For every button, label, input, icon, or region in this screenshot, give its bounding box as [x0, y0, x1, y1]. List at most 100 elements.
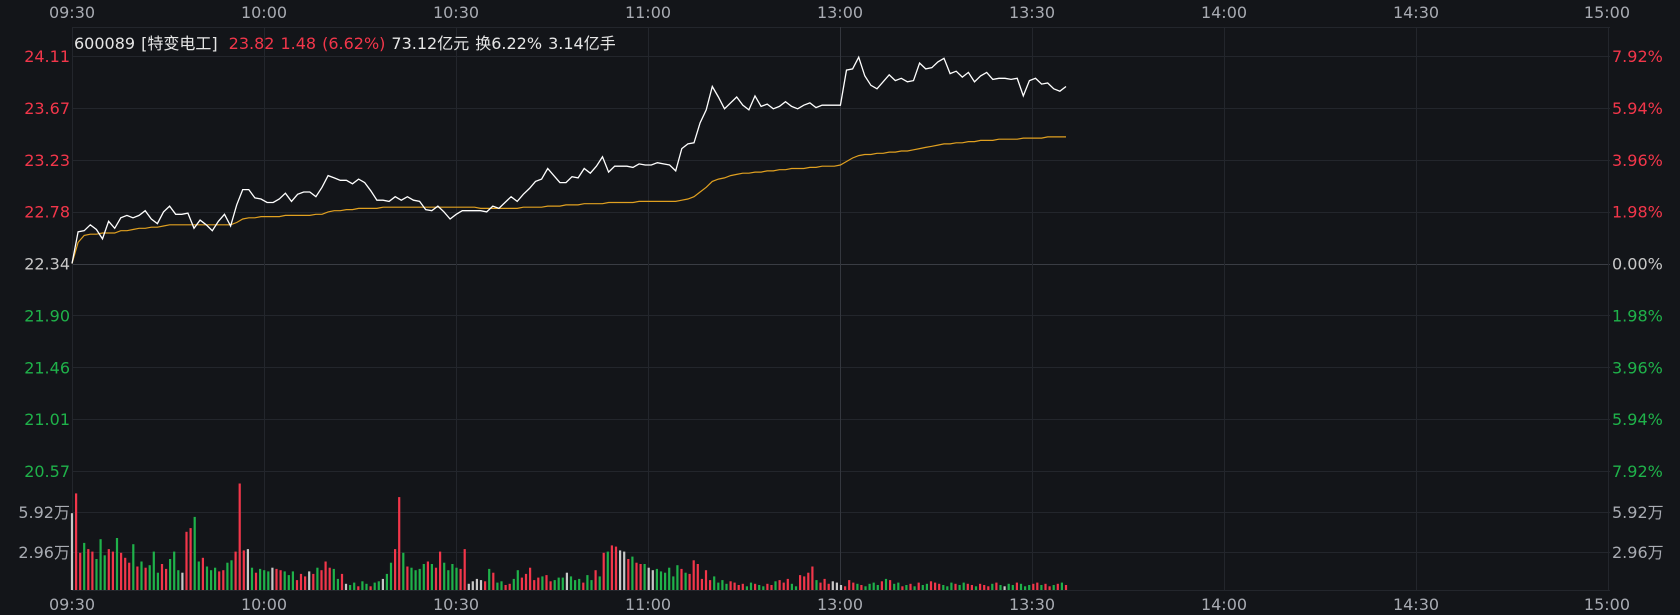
- volume-bar: [688, 573, 691, 590]
- volume-bar: [455, 567, 458, 590]
- average-price-line: [71, 136, 1066, 264]
- volume-bar: [639, 564, 642, 590]
- volume-bar: [508, 583, 511, 590]
- volume-bar: [819, 582, 822, 590]
- time-label: 09:30: [49, 3, 95, 22]
- volume-bar: [459, 568, 462, 590]
- volume-bar: [422, 564, 425, 590]
- volume-bar: [434, 567, 438, 590]
- volume-bar: [320, 570, 323, 590]
- volume-bar: [754, 583, 757, 590]
- volume-bar: [332, 568, 335, 590]
- volume-bar: [852, 582, 855, 590]
- volume-bar: [909, 583, 912, 590]
- volume-bar: [479, 580, 483, 590]
- volume-bar: [565, 572, 568, 590]
- volume-bar: [516, 570, 519, 590]
- volume-bar: [1015, 582, 1018, 590]
- volume-bar: [1019, 583, 1023, 590]
- volume-bar: [426, 561, 429, 590]
- volume-bar: [238, 483, 241, 590]
- volume-bar: [872, 582, 875, 590]
- volume-bar: [1040, 585, 1043, 590]
- volume-bar: [79, 552, 82, 590]
- time-label: 09:30: [49, 595, 95, 614]
- volume-bar: [467, 583, 470, 590]
- volume-bar: [271, 567, 274, 590]
- time-label: 15:00: [1584, 3, 1630, 22]
- volume-bar: [1048, 586, 1051, 590]
- volume-bar: [794, 586, 798, 590]
- volume-bar: [389, 562, 393, 590]
- volume-bar: [729, 581, 732, 590]
- volume-bar: [181, 572, 184, 590]
- volume-bar: [185, 531, 188, 590]
- volume-bar: [1044, 583, 1047, 590]
- volume-bar: [279, 570, 282, 590]
- volume-bar: [995, 582, 998, 590]
- volume-bar: [353, 582, 356, 590]
- volume-bar: [95, 559, 98, 590]
- volume-bar: [782, 582, 785, 590]
- stock-name: [特变电工]: [141, 34, 218, 53]
- volume-bar: [619, 550, 622, 590]
- time-label: 10:00: [241, 3, 287, 22]
- volume-bar: [561, 577, 564, 590]
- last-price: 23.82: [228, 34, 275, 53]
- volume-bar: [979, 583, 982, 590]
- percent-tick: 7.92%: [1612, 47, 1663, 66]
- volume-bar: [1007, 583, 1010, 590]
- volume-bar: [115, 538, 119, 590]
- volume-bar: [447, 570, 450, 590]
- time-label: 13:00: [817, 595, 863, 614]
- volume-bar: [582, 582, 585, 590]
- volume-bar: [749, 582, 753, 590]
- volume-bar: [569, 576, 573, 590]
- time-label: 10:30: [433, 3, 479, 22]
- volume-bar: [668, 567, 671, 590]
- volume-bar: [324, 561, 327, 590]
- volume-bar: [844, 586, 847, 590]
- volume-bar: [340, 573, 344, 590]
- volume-bar: [741, 583, 744, 590]
- volume-bar: [954, 583, 957, 590]
- volume-bar: [287, 575, 290, 590]
- volume-bar: [369, 586, 372, 590]
- percent-tick: 3.96%: [1612, 151, 1663, 170]
- volume-bar: [594, 570, 597, 590]
- volume-bar: [152, 551, 155, 590]
- price-tick: 20.57: [24, 462, 70, 481]
- trade-volume: 3.14亿手: [548, 34, 616, 53]
- volume-bar: [377, 581, 380, 590]
- volume-bar: [291, 571, 294, 590]
- volume-bar: [312, 573, 315, 590]
- volume-bar: [328, 567, 331, 590]
- volume-bar: [263, 570, 266, 590]
- volume-bar: [897, 582, 900, 590]
- volume-bar: [91, 551, 94, 590]
- volume-bar: [700, 578, 703, 590]
- volume-tick: 5.92万: [1612, 503, 1664, 522]
- volume-bar: [983, 585, 986, 590]
- volume-bar: [1011, 585, 1014, 590]
- stock-info-bar: 600089 [特变电工] 23.82 1.48 (6.62%) 73.12亿元 换6.2…: [74, 30, 622, 54]
- volume-bar: [659, 571, 663, 590]
- volume-bar: [766, 583, 769, 590]
- volume-bar: [590, 580, 593, 590]
- volume-bar: [925, 583, 928, 590]
- volume-bar: [148, 565, 151, 590]
- volume-bar: [647, 567, 650, 590]
- volume-bar: [725, 583, 728, 590]
- volume-bar: [246, 549, 249, 590]
- volume-bar: [128, 562, 131, 590]
- volume-bar: [606, 551, 609, 590]
- volume-bar: [1024, 586, 1027, 590]
- volume-bar: [758, 585, 761, 590]
- volume-bar: [578, 578, 581, 590]
- volume-bar: [471, 581, 474, 590]
- volume-bar: [557, 577, 560, 590]
- volume-bar: [439, 551, 442, 590]
- volume-bar: [864, 586, 867, 590]
- volume-bar: [316, 567, 319, 590]
